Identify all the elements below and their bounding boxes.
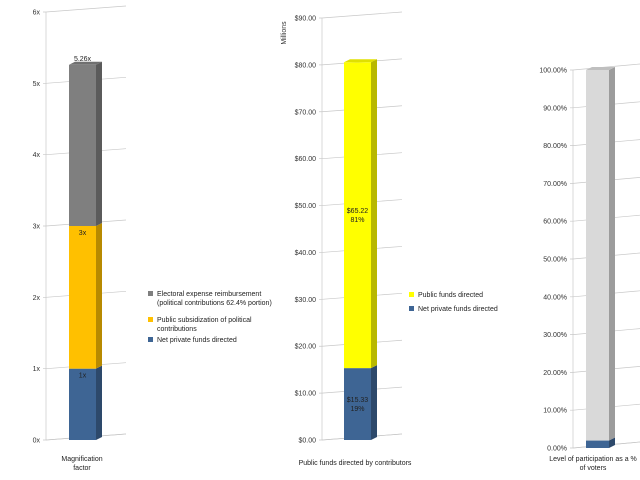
bar-segment [586, 70, 609, 441]
y-tick-label: $20.00 [295, 344, 317, 351]
data-label: 3x [79, 230, 87, 237]
bar-side [96, 223, 102, 369]
legend-label: Public subsidization of political [157, 317, 252, 324]
chart-3: 0.00% 10.00% 20.00% 30.00% 40.00% 50.00% 60.00… [539, 63, 640, 472]
x-category-label: factor [73, 465, 91, 472]
legend-swatch [148, 291, 153, 296]
y-tick-label: 0x [33, 438, 41, 445]
gridline [43, 5, 127, 13]
legend-label: Net private funds directed [157, 337, 237, 344]
data-label: 5.26x [74, 56, 92, 63]
legend-label: Public funds directed [418, 292, 483, 299]
data-label: 19% [350, 406, 364, 413]
y-tick-label: 10.00% [543, 408, 567, 415]
data-label: 1x [79, 373, 87, 380]
y-axis-title: Millions [281, 21, 288, 45]
y-tick-label: $50.00 [295, 203, 317, 210]
x-category-label: Level of participation as a % [549, 456, 637, 463]
y-tick-label: $60.00 [295, 156, 317, 163]
legend-label: contributions [157, 326, 197, 333]
bar-side [609, 437, 615, 448]
y-tick-label: 70.00% [543, 181, 567, 188]
legend-label: Net private funds directed [418, 306, 498, 313]
data-label: $65.22 [347, 208, 369, 215]
y-tick-label: 100.00% [539, 68, 567, 75]
y-tick-label: 4x [33, 152, 41, 159]
y-tick-label: 1x [33, 366, 41, 373]
x-category-label: Magnification [61, 456, 102, 463]
chart-1: 0x 1x 2x 3x 4x 5x 6x 1x 3x 5.26x Magnification fact… [33, 5, 272, 472]
y-tick-label: 80.00% [543, 143, 567, 150]
bar-segment [344, 62, 371, 369]
y-tick-label: $30.00 [295, 297, 317, 304]
y-tick-label: $0.00 [298, 438, 316, 445]
bar-segment [69, 226, 96, 369]
bar-segment [69, 368, 96, 440]
legend-swatch [148, 317, 153, 322]
y-tick-label: $70.00 [295, 109, 317, 116]
y-tick-label: $10.00 [295, 391, 317, 398]
legend-swatch [409, 306, 414, 311]
bar-top [586, 67, 615, 70]
y-tick-label: 0.00% [547, 446, 567, 453]
y-tick-label: 6x [33, 10, 41, 17]
bar-top [344, 59, 377, 63]
y-tick-label: 5x [33, 81, 41, 88]
legend-swatch [409, 292, 414, 297]
bar-segment [344, 368, 371, 440]
data-label: $15.33 [347, 397, 369, 404]
bar-top [69, 61, 102, 65]
bar-segment [586, 440, 609, 448]
x-category-label: of voters [580, 465, 607, 472]
y-tick-label: 3x [33, 224, 41, 231]
y-tick-label: 90.00% [543, 105, 567, 112]
gridline [319, 11, 403, 19]
legend-swatch [148, 337, 153, 342]
y-tick-label: 40.00% [543, 294, 567, 301]
chart-2: $0.00 $10.00 $20.00 $30.00 $40.00 $50.00 $60.0… [281, 11, 498, 467]
y-tick-label: 20.00% [543, 370, 567, 377]
y-tick-label: $40.00 [295, 250, 317, 257]
y-tick-label: 50.00% [543, 257, 567, 264]
bar-side [371, 59, 377, 369]
legend-label: Electoral expense reimbursement [157, 291, 261, 298]
y-tick-label: 30.00% [543, 332, 567, 339]
y-tick-label: $90.00 [295, 16, 317, 23]
data-label: 81% [350, 217, 364, 224]
y-tick-label: 2x [33, 295, 41, 302]
bar-side [371, 365, 377, 440]
bar-side [96, 365, 102, 440]
legend-label: (political contributions 62.4% portion) [157, 300, 272, 307]
legend: Public funds directed Net private funds d… [409, 292, 498, 313]
y-tick-label: $80.00 [295, 62, 317, 69]
bar-side [609, 67, 615, 441]
y-tick-label: 60.00% [543, 219, 567, 226]
bar-side [96, 61, 102, 226]
bar-segment [69, 64, 96, 226]
x-category-label: Public funds directed by contributors [299, 460, 412, 467]
legend: Electoral expense reimbursement (politica… [148, 291, 272, 344]
